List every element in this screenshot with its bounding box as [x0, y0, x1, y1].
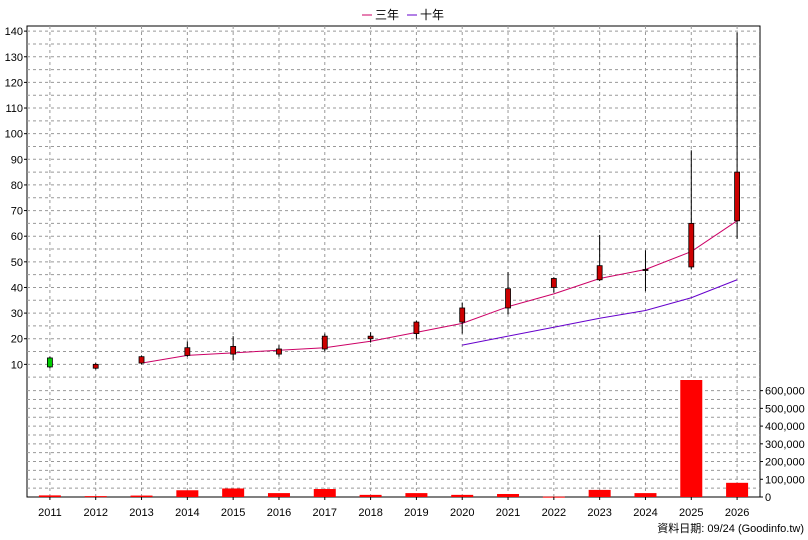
candle-body-2023 — [596, 265, 603, 281]
data-source-label: 資料日期: 09/24 (Goodinfo.tw) — [657, 521, 804, 535]
volume-tick-label: 200,000 — [765, 457, 805, 469]
series-line-10yr — [462, 279, 738, 346]
x-tick-label: 2016 — [267, 507, 291, 519]
x-tick-label: 2015 — [221, 507, 245, 519]
price-tick-label: 110 — [5, 103, 23, 115]
axes: 10 20 30 40 50 60 70 80 90 100 110 120 130 140 0 100,00… — [5, 26, 805, 519]
candle-body-2018 — [367, 335, 374, 340]
price-tick-label: 70 — [11, 206, 23, 218]
x-tick-label: 2023 — [587, 507, 611, 519]
price-tick-label: 50 — [11, 257, 23, 269]
volume-bar-2011 — [38, 495, 61, 497]
x-tick-label: 2012 — [83, 507, 107, 519]
price-tick-label: 20 — [11, 334, 23, 346]
candle-body-2026 — [734, 171, 740, 222]
legend: 三年 十年 — [362, 8, 444, 22]
volume-bar-2015 — [222, 488, 245, 497]
volume-bar-2012 — [84, 496, 107, 498]
volume-bar-2021 — [497, 493, 520, 497]
volume-tick-label: 500,000 — [765, 403, 805, 415]
x-tick-label: 2021 — [496, 507, 520, 519]
x-tick-label: 2011 — [38, 507, 62, 519]
candle-body-2025 — [688, 222, 695, 268]
series-line-3yr — [141, 220, 738, 364]
candle-body-2011 — [47, 357, 53, 368]
volume-tick-label: 300,000 — [765, 439, 805, 451]
candle-body-2021 — [505, 288, 511, 309]
candle-body-2019 — [413, 321, 420, 335]
x-tick-label: 2019 — [404, 507, 428, 519]
volume-tick-label: 100,000 — [765, 474, 805, 486]
volume-bar-2026 — [726, 482, 749, 497]
volume-tick-label: 0 — [765, 492, 771, 504]
moving-average-lines — [141, 220, 738, 364]
volume-bar-2017 — [313, 489, 336, 497]
x-tick-label: 2024 — [633, 507, 657, 519]
x-tick-label: 2025 — [679, 507, 703, 519]
volume-bar-2014 — [176, 490, 199, 497]
price-tick-label: 30 — [11, 308, 23, 320]
price-tick-label: 80 — [11, 180, 23, 192]
volume-bar-2024 — [634, 493, 657, 497]
candle-body-2024 — [642, 269, 649, 271]
candle-body-2012 — [92, 363, 99, 369]
candle-body-2020 — [459, 307, 466, 323]
price-tick-label: 120 — [5, 77, 23, 89]
candle-body-2016 — [276, 348, 282, 355]
candle-body-2013 — [138, 356, 145, 364]
volume-tick-label: 400,000 — [765, 421, 805, 433]
price-tick-label: 130 — [5, 52, 23, 64]
candlesticks — [47, 32, 740, 370]
grid — [26, 25, 761, 498]
price-tick-label: 60 — [11, 231, 23, 243]
x-tick-label: 2014 — [175, 507, 199, 519]
x-tick-label: 2017 — [313, 507, 337, 519]
x-tick-label: 2022 — [542, 507, 566, 519]
volume-bar-2025 — [680, 380, 703, 497]
legend-label-10yr: 十年 — [420, 8, 444, 22]
volume-bar-2023 — [588, 489, 611, 497]
volume-bar-2019 — [405, 493, 428, 497]
x-tick-label: 2013 — [129, 507, 153, 519]
volume-bar-2018 — [359, 494, 382, 497]
candle-body-2014 — [184, 347, 191, 356]
candle-body-2022 — [550, 278, 557, 288]
volume-tick-label: 600,000 — [765, 386, 805, 398]
volume-bar-2020 — [451, 494, 474, 497]
price-tick-label: 10 — [11, 359, 23, 371]
candle-body-2017 — [321, 335, 328, 350]
volume-bars — [38, 380, 749, 498]
price-tick-label: 140 — [5, 26, 23, 38]
volume-bar-2016 — [267, 493, 290, 497]
x-tick-label: 2020 — [450, 507, 474, 519]
legend-label-3yr: 三年 — [375, 8, 399, 22]
price-tick-label: 100 — [5, 129, 23, 141]
price-tick-label: 90 — [11, 154, 23, 166]
candle-body-2015 — [230, 346, 237, 355]
price-tick-label: 40 — [11, 282, 23, 294]
volume-bar-2013 — [130, 495, 153, 497]
x-tick-label: 2018 — [358, 507, 382, 519]
x-tick-label: 2026 — [725, 507, 749, 519]
